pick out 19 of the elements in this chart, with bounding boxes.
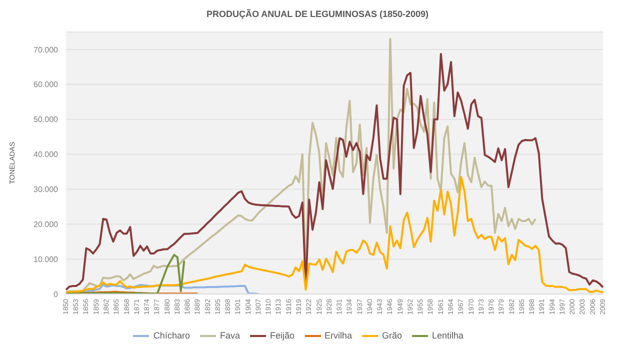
legend-label: Ervilha (324, 330, 352, 340)
y-tick-label: 70.000 (34, 45, 59, 54)
chart-title: PRODUÇÃO ANUAL DE LEGUMINOSAS (1850-2009) (205, 9, 430, 19)
y-tick-label: 60.000 (34, 80, 59, 90)
y-tick-label: 20.000 (34, 220, 59, 229)
y-tick-label: 10.000 (34, 254, 59, 264)
y-tick-label: 50.000 (34, 115, 59, 124)
legend-label: Chícharo (153, 330, 190, 340)
y-tick-label: 30.000 (34, 185, 59, 194)
line-series (65, 38, 536, 294)
legend-label: Fava (220, 330, 240, 340)
legend-label: Feijão (270, 330, 294, 340)
line-series (65, 254, 186, 294)
y-tick-label: 40.000 (34, 150, 59, 160)
legend-label: Lentilha (432, 330, 464, 340)
y-tick-label: 0 (54, 290, 59, 299)
line-series (65, 176, 604, 294)
line-series (65, 53, 604, 291)
legend-label: Grão (382, 330, 402, 340)
